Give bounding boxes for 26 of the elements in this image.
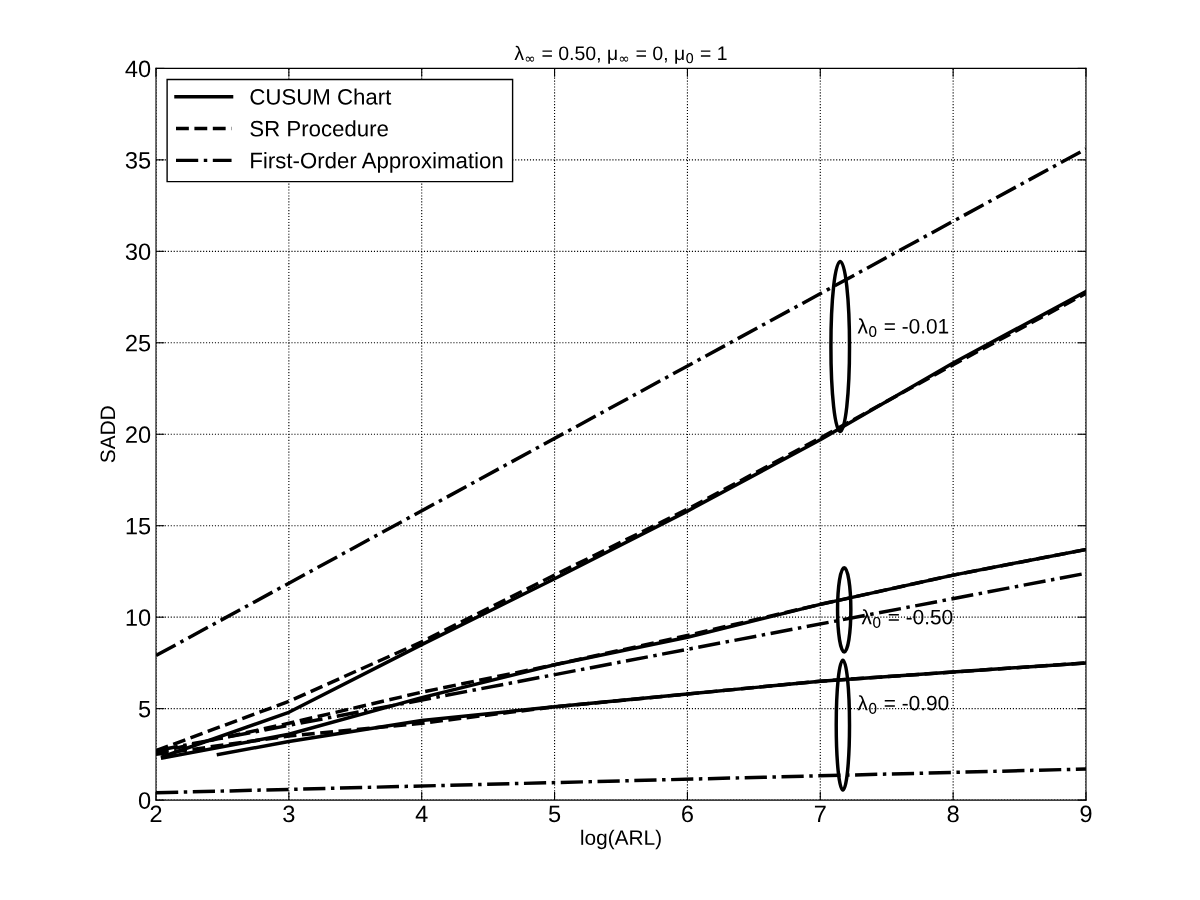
legend-label: CUSUM Chart (250, 88, 392, 105)
x-tick-label: 5 (548, 805, 561, 823)
x-tick-label: 9 (1080, 805, 1092, 823)
y-tick-label: 0 (138, 792, 151, 809)
x-axis-title: log(ARL) (581, 829, 661, 850)
x-tick-label: 3 (283, 805, 295, 823)
x-tick-label: 6 (682, 805, 693, 823)
y-tick-label: 5 (138, 700, 151, 718)
legend-label: SR Procedure (250, 120, 388, 137)
x-tick-label: 7 (814, 805, 826, 823)
y-tick-label: 25 (126, 334, 151, 352)
y-tick-label: 10 (126, 609, 151, 626)
y-tick-label: 35 (125, 151, 151, 169)
y-axis-title: SADD (100, 406, 116, 463)
annotation: λ$_{0}$ = -0.90 (857, 695, 949, 714)
x-tick-label: 4 (415, 805, 428, 823)
annotation: λ$_{0}$ = -0.50 (861, 609, 953, 628)
annotation: λ$_{0}$ = -0.01 (857, 318, 949, 338)
x-tick-label: 2 (150, 805, 162, 823)
legend-label: First-Order Approximation (251, 152, 503, 173)
y-tick-label: 15 (126, 518, 151, 535)
y-tick-label: 30 (125, 243, 151, 261)
x-tick-label: 8 (947, 805, 959, 823)
chart-title: λ$_{∞}$ = 0.50, μ$_{∞}$ = 0, μ$_{0}$ = 1 (514, 45, 727, 64)
y-tick-label: 20 (126, 426, 151, 444)
y-tick-label: 40 (125, 60, 151, 78)
